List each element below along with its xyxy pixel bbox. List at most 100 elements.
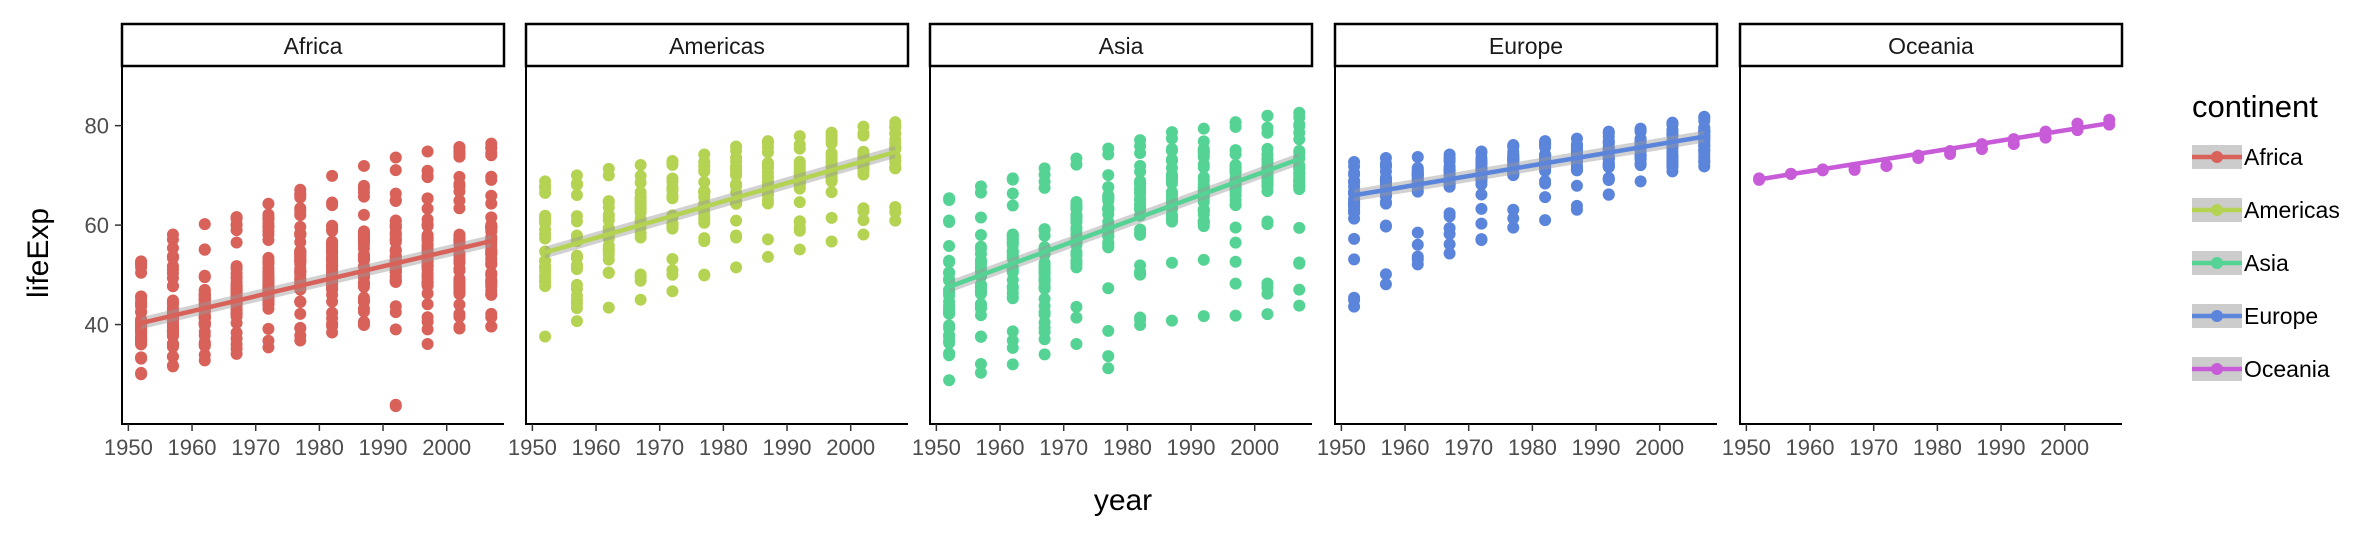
x-tick-label: 1950 [1722, 435, 1771, 460]
data-point [793, 221, 806, 234]
data-point [357, 208, 370, 221]
data-point [453, 148, 466, 161]
data-point [666, 268, 679, 281]
data-point [1038, 229, 1051, 242]
data-point [1006, 325, 1019, 338]
data-point [357, 291, 370, 304]
data-point [357, 278, 370, 291]
data-point [453, 320, 466, 333]
data-point [1229, 120, 1242, 133]
data-point [974, 229, 987, 242]
data-point [166, 359, 179, 372]
data-point [166, 350, 179, 363]
data-point [1634, 175, 1647, 188]
data-point [294, 220, 307, 233]
data-point [453, 202, 466, 215]
data-point [389, 306, 402, 319]
data-point [1443, 207, 1456, 220]
data-point [1229, 236, 1242, 249]
x-tick-label: 1990 [763, 435, 812, 460]
data-point [326, 295, 339, 308]
data-point [1475, 202, 1488, 215]
data-point [421, 192, 434, 205]
data-point [1070, 261, 1083, 274]
data-point [166, 233, 179, 246]
data-point [730, 229, 743, 242]
x-tick-label: 1990 [1167, 435, 1216, 460]
data-point [570, 189, 583, 202]
data-point [1379, 197, 1392, 210]
data-point [453, 249, 466, 262]
data-point [1102, 169, 1115, 182]
data-point [943, 319, 956, 332]
data-point [230, 260, 243, 273]
data-point [1197, 135, 1210, 148]
data-point [135, 325, 148, 338]
data-point [1038, 175, 1051, 188]
facet-strip [1738, 22, 2124, 68]
data-point [1379, 220, 1392, 233]
data-point [1348, 253, 1361, 266]
data-point [1507, 221, 1520, 234]
data-point [539, 330, 552, 343]
data-point [1102, 148, 1115, 161]
data-point [1698, 125, 1711, 138]
data-point [1293, 299, 1306, 312]
data-point [1070, 311, 1083, 324]
legend-key-point [2211, 363, 2223, 375]
data-point [730, 214, 743, 227]
data-point [1134, 202, 1147, 215]
data-point [1539, 137, 1552, 150]
data-point [326, 169, 339, 182]
data-point [889, 140, 902, 153]
data-point [1229, 199, 1242, 212]
data-point [666, 222, 679, 235]
data-point [230, 338, 243, 351]
data-point [857, 214, 870, 227]
data-point [570, 282, 583, 295]
x-tick-label: 2000 [1635, 435, 1684, 460]
data-point [1038, 279, 1051, 292]
data-point [230, 326, 243, 339]
data-point [1634, 152, 1647, 165]
facet-strip-label: Americas [669, 33, 765, 59]
data-point [1261, 277, 1274, 290]
data-point [294, 254, 307, 267]
data-point [793, 138, 806, 151]
data-point [485, 275, 498, 288]
data-point [198, 218, 211, 231]
data-point [326, 247, 339, 260]
data-point [262, 271, 275, 284]
data-point [421, 238, 434, 251]
data-point [1134, 183, 1147, 196]
data-point [602, 301, 615, 314]
data-point [1070, 158, 1083, 171]
trend-line [1758, 120, 2110, 182]
data-point [1293, 162, 1306, 175]
data-point [357, 226, 370, 239]
data-point [1443, 153, 1456, 166]
x-tick-label: 1970 [231, 435, 280, 460]
data-point [974, 211, 987, 224]
x-tick-label: 1970 [1039, 435, 1088, 460]
facet-panel-americas: Americas 1950 1960 1970 1980 1990 2000 [508, 22, 910, 460]
data-point [421, 145, 434, 158]
data-point [389, 274, 402, 287]
data-point [1165, 169, 1178, 182]
data-point [570, 169, 583, 182]
facet-panel-africa: Africa 1950 1960 1970 1980 1990 2000 40 60 80 [85, 22, 506, 460]
legend-item-label: Americas [2244, 197, 2340, 223]
data-point [943, 349, 956, 362]
data-point [1006, 287, 1019, 300]
data-point [1006, 237, 1019, 250]
data-point [974, 366, 987, 379]
data-points [943, 106, 1306, 387]
data-point [857, 205, 870, 218]
data-point [1539, 214, 1552, 227]
data-point [1070, 337, 1083, 350]
data-point [1070, 300, 1083, 313]
x-tick-label: 2000 [2040, 435, 2089, 460]
data-point [1539, 177, 1552, 190]
data-point [761, 233, 774, 246]
